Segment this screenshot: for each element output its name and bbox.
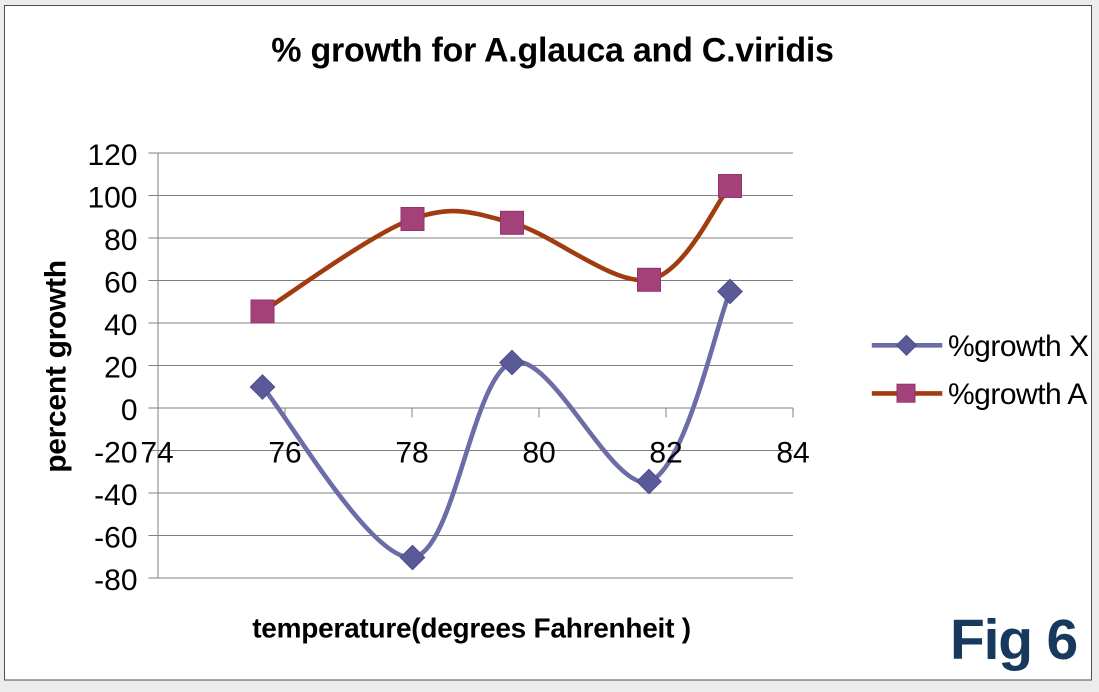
svg-text:80: 80 bbox=[104, 224, 137, 257]
svg-text:76: 76 bbox=[268, 437, 301, 470]
svg-text:78: 78 bbox=[395, 437, 428, 470]
svg-text:percent growth: percent growth bbox=[40, 260, 73, 472]
svg-text:84: 84 bbox=[776, 437, 809, 470]
svg-text:82: 82 bbox=[649, 437, 682, 470]
svg-text:20: 20 bbox=[104, 351, 137, 384]
svg-text:60: 60 bbox=[104, 266, 137, 299]
svg-text:%growth A: %growth A bbox=[948, 378, 1087, 411]
svg-text:0: 0 bbox=[121, 394, 138, 427]
svg-text:Fig 6: Fig 6 bbox=[950, 608, 1077, 672]
svg-text:100: 100 bbox=[87, 181, 137, 214]
svg-text:-20: -20 bbox=[94, 436, 137, 469]
svg-text:-60: -60 bbox=[94, 521, 137, 554]
svg-text:-80: -80 bbox=[94, 564, 137, 597]
svg-text:120: 120 bbox=[87, 139, 137, 172]
svg-text:80: 80 bbox=[522, 437, 555, 470]
svg-text:74: 74 bbox=[140, 437, 173, 470]
svg-text:40: 40 bbox=[104, 309, 137, 342]
svg-text:temperature(degrees Fahrenheit: temperature(degrees Fahrenheit ) bbox=[252, 613, 691, 644]
svg-text:% growth for A.glauca and C.vi: % growth for A.glauca and C.viridis bbox=[271, 32, 833, 70]
svg-text:-40: -40 bbox=[94, 479, 137, 512]
svg-text:%growth X: %growth X bbox=[948, 330, 1089, 363]
